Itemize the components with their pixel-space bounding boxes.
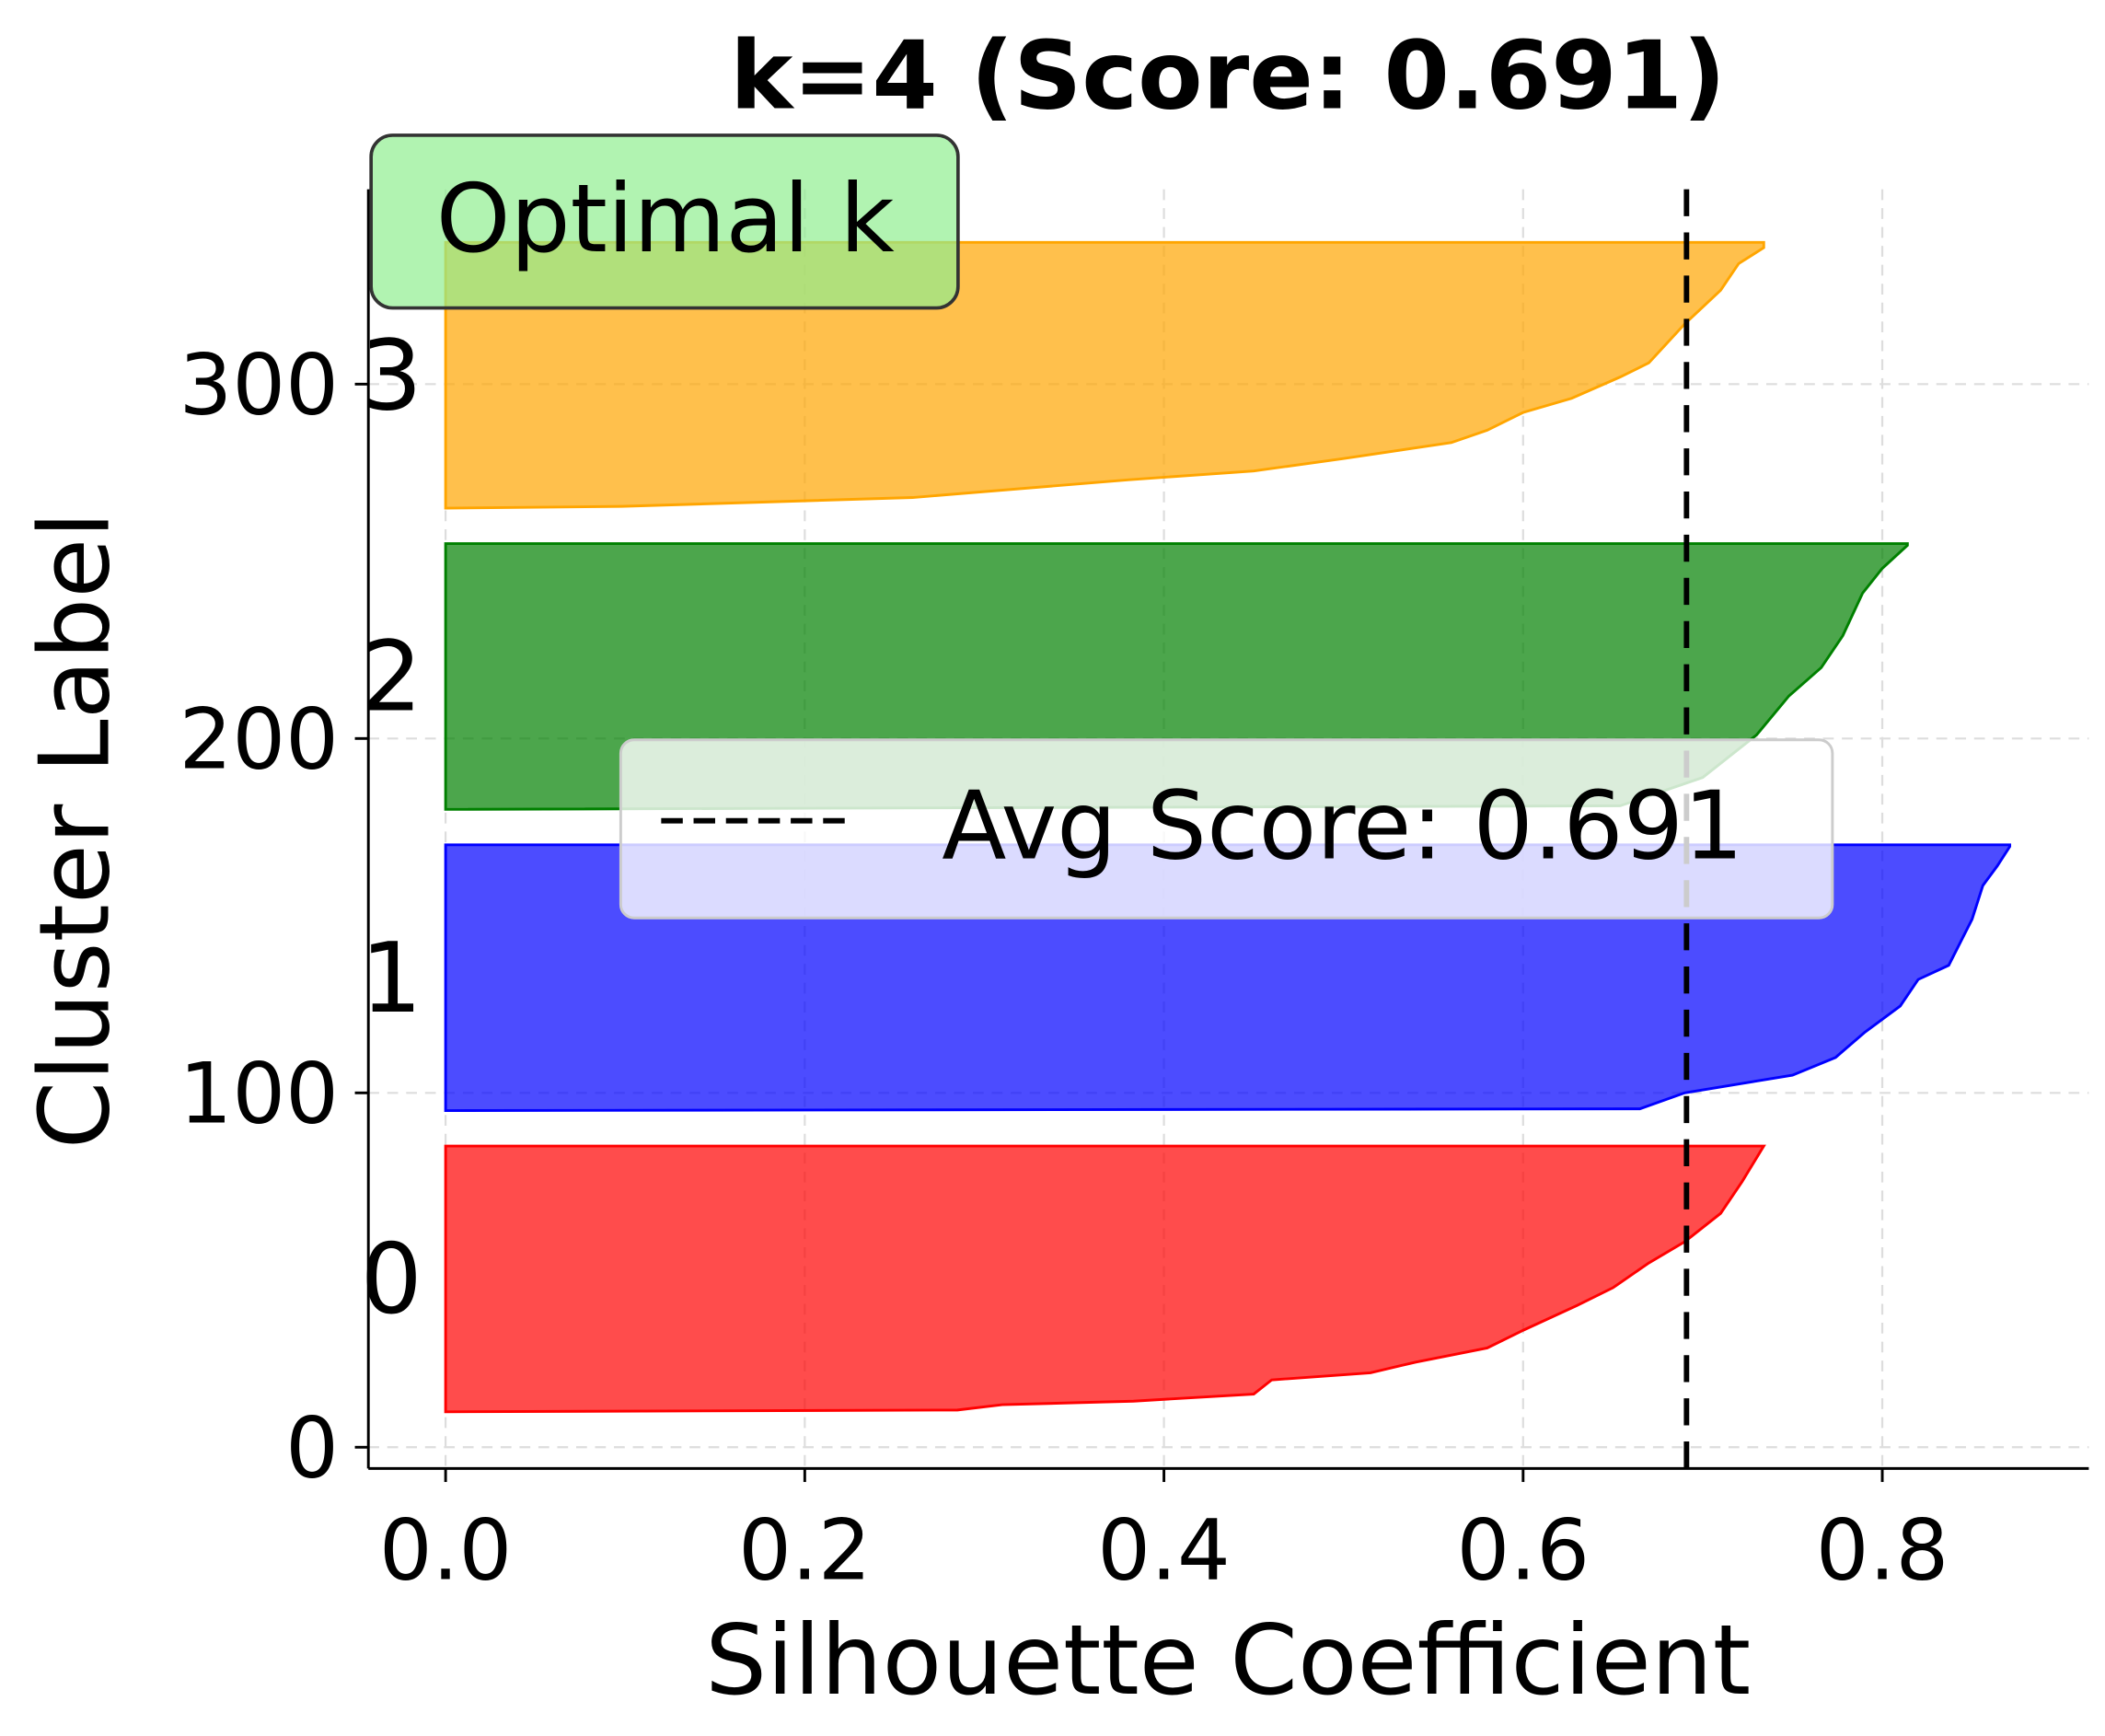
cluster-label-2: 2	[361, 620, 422, 734]
cluster-label-3: 3	[361, 318, 422, 432]
y-tick-label: 0	[285, 1401, 339, 1498]
y-tick-label: 100	[179, 1047, 339, 1143]
optimal-k-annotation: Optimal k	[369, 133, 960, 310]
y-axis-label: Cluster Label	[17, 511, 131, 1149]
x-tick-label: 0.2	[738, 1503, 872, 1600]
x-tick-label: 0.6	[1457, 1503, 1590, 1600]
cluster-label-1: 1	[361, 921, 422, 1035]
y-tick-label: 300	[179, 338, 339, 434]
legend: Avg Score: 0.691	[619, 738, 1834, 920]
y-tick-label: 200	[179, 692, 339, 789]
x-tick-label: 0.0	[379, 1503, 513, 1600]
annotation-box	[369, 133, 960, 310]
cluster-0-silhouette	[444, 1144, 1766, 1414]
x-tick-label: 0.4	[1097, 1503, 1231, 1600]
cluster-label-0: 0	[361, 1222, 422, 1336]
legend-box	[619, 738, 1834, 920]
x-axis-label: Silhouette Coefficient	[705, 1603, 1751, 1717]
legend-entry-avg-score: Avg Score: 0.691	[942, 772, 1743, 882]
chart-title: k=4 (Score: 0.691)	[730, 22, 1726, 132]
x-tick-label: 0.8	[1816, 1503, 1949, 1600]
cluster-labels: 0 1 2 3	[361, 318, 422, 1336]
annotation-text: Optimal k	[436, 165, 896, 274]
